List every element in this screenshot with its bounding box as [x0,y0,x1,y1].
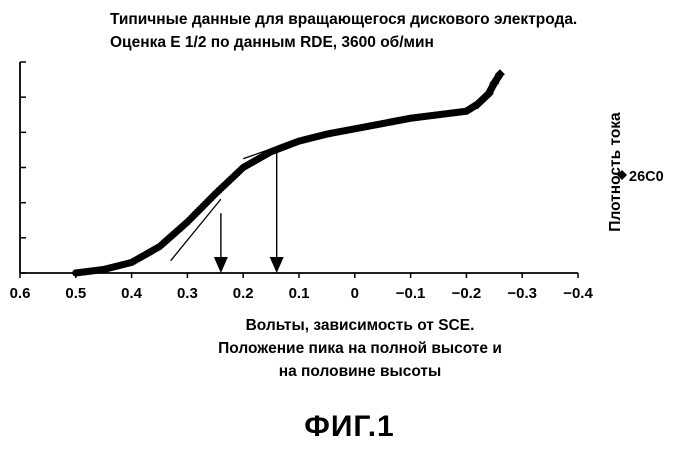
legend-entry: 26C0 [629,169,664,185]
x-tick-label: 0.5 [65,285,86,302]
data-points [72,69,505,276]
x-tick-label: −0.1 [396,285,426,302]
axes: 0.6 0.5 0.4 0.3 0.2 0.1 0 −0.1 −0.2 −0.3 −0.4 [10,62,594,302]
x-tick-label: 0 [351,285,359,302]
arrow-head [214,257,228,273]
x-tick-label: 0.3 [177,285,198,302]
figure-label: ФИГ.1 [0,410,699,444]
x-axis-label: Вольты, зависимость от SCE. Положение пи… [150,314,570,383]
x-tick-label: 0.6 [10,285,31,302]
tangent-lines [171,143,288,261]
x-tick-label: 0.1 [289,285,310,302]
legend: 26C0 [617,169,664,185]
arrow-head [270,257,284,273]
x-axis-label-line-1: Вольты, зависимость от SCE. [150,314,570,337]
x-tick-label: 0.2 [233,285,254,302]
x-axis-label-line-3: на половине высоты [150,360,570,383]
x-tick-label: −0.2 [452,285,482,302]
x-tick-label: −0.3 [507,285,537,302]
x-tick-label: −0.4 [563,285,593,302]
x-tick-label: 0.4 [121,285,143,302]
y-axis-label: Плотность тока [607,112,624,232]
x-axis-label-line-2: Положение пика на полной высоте и [150,337,570,360]
